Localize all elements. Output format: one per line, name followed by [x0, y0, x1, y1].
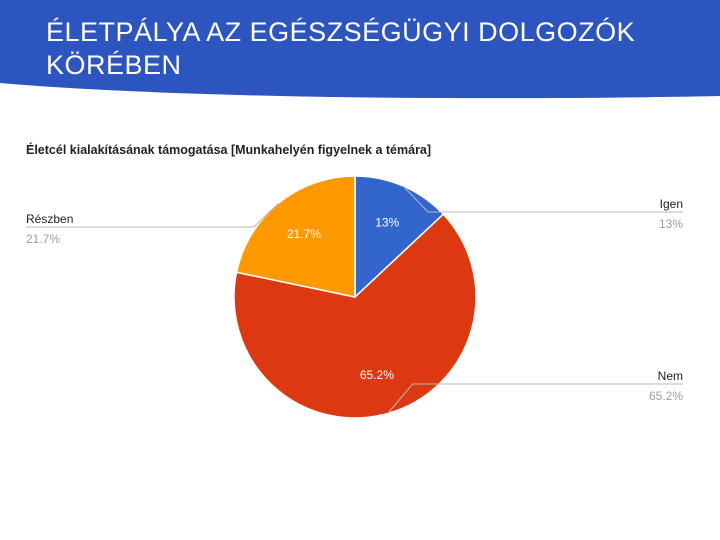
header-banner-shape	[0, 0, 720, 99]
slide-header: ÉLETPÁLYA AZ EGÉSZSÉGÜGYI DOLGOZÓK KÖRÉB…	[0, 0, 720, 100]
callout-value-nem: 65.2%	[649, 389, 683, 403]
callout-line-nem	[387, 383, 683, 414]
callout-label-reszben: Részben	[26, 212, 73, 226]
slice-value-label-igen: 13%	[375, 216, 399, 230]
callout-line-reszben	[26, 202, 280, 228]
callout-label-igen: Igen	[660, 197, 683, 211]
callout-label-nem: Nem	[658, 369, 683, 383]
pie-callouts: Igen 13% Nem 65.2% Részben 21.7%	[26, 185, 683, 414]
slice-value-label-nem: 65.2%	[360, 368, 394, 382]
slice-value-label-reszben: 21.7%	[287, 227, 321, 241]
callout-value-reszben: 21.7%	[26, 232, 60, 246]
callout-line-igen	[402, 185, 683, 213]
slide-title: ÉLETPÁLYA AZ EGÉSZSÉGÜGYI DOLGOZÓK KÖRÉB…	[46, 17, 636, 80]
callout-value-igen: 13%	[659, 217, 683, 231]
chart-title: Életcél kialakításának támogatása [Munka…	[26, 142, 431, 157]
